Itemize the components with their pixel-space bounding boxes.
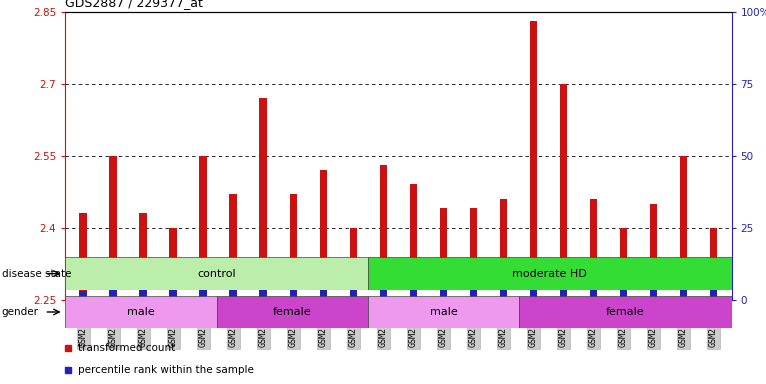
Bar bbox=[410, 271, 417, 300]
Bar bbox=[440, 280, 447, 300]
Bar bbox=[380, 165, 387, 300]
Bar bbox=[230, 194, 237, 300]
Text: percentile rank within the sample: percentile rank within the sample bbox=[78, 366, 254, 376]
Bar bbox=[199, 271, 207, 300]
Bar bbox=[169, 228, 177, 300]
Text: transformed count: transformed count bbox=[78, 343, 175, 354]
Bar bbox=[620, 228, 627, 300]
Bar bbox=[368, 257, 732, 290]
Bar bbox=[260, 98, 267, 300]
Bar bbox=[440, 209, 447, 300]
Text: female: female bbox=[606, 307, 645, 317]
Text: moderate HD: moderate HD bbox=[512, 268, 588, 279]
Bar bbox=[529, 271, 537, 300]
Bar bbox=[80, 213, 87, 300]
Bar bbox=[590, 280, 597, 300]
Text: control: control bbox=[198, 268, 236, 279]
Bar bbox=[650, 204, 657, 300]
Text: gender: gender bbox=[2, 307, 38, 317]
Bar bbox=[230, 271, 237, 300]
Text: male: male bbox=[127, 307, 155, 317]
Bar bbox=[679, 271, 687, 300]
Bar bbox=[519, 296, 732, 328]
Bar bbox=[529, 21, 537, 300]
Bar bbox=[260, 271, 267, 300]
Bar bbox=[499, 199, 507, 300]
Bar bbox=[290, 280, 297, 300]
Bar bbox=[199, 156, 207, 300]
Bar bbox=[349, 228, 357, 300]
Bar bbox=[650, 259, 657, 300]
Bar bbox=[368, 296, 519, 328]
Bar bbox=[139, 282, 147, 300]
Bar bbox=[65, 257, 368, 290]
Text: disease state: disease state bbox=[2, 268, 71, 279]
Bar bbox=[380, 271, 387, 300]
Bar bbox=[217, 296, 368, 328]
Bar bbox=[319, 271, 327, 300]
Bar bbox=[65, 296, 217, 328]
Bar bbox=[410, 184, 417, 300]
Bar bbox=[139, 213, 147, 300]
Bar bbox=[620, 280, 627, 300]
Bar bbox=[499, 280, 507, 300]
Bar bbox=[169, 280, 177, 300]
Bar bbox=[110, 156, 117, 300]
Bar bbox=[590, 199, 597, 300]
Bar bbox=[110, 271, 117, 300]
Bar bbox=[80, 291, 87, 300]
Bar bbox=[679, 156, 687, 300]
Bar bbox=[470, 271, 477, 300]
Bar bbox=[710, 288, 717, 300]
Bar bbox=[319, 170, 327, 300]
Bar bbox=[290, 194, 297, 300]
Bar bbox=[349, 288, 357, 300]
Bar bbox=[710, 228, 717, 300]
Text: GDS2887 / 229377_at: GDS2887 / 229377_at bbox=[65, 0, 203, 9]
Text: female: female bbox=[273, 307, 312, 317]
Bar bbox=[560, 259, 567, 300]
Text: male: male bbox=[430, 307, 457, 317]
Bar bbox=[470, 209, 477, 300]
Bar bbox=[560, 83, 567, 300]
